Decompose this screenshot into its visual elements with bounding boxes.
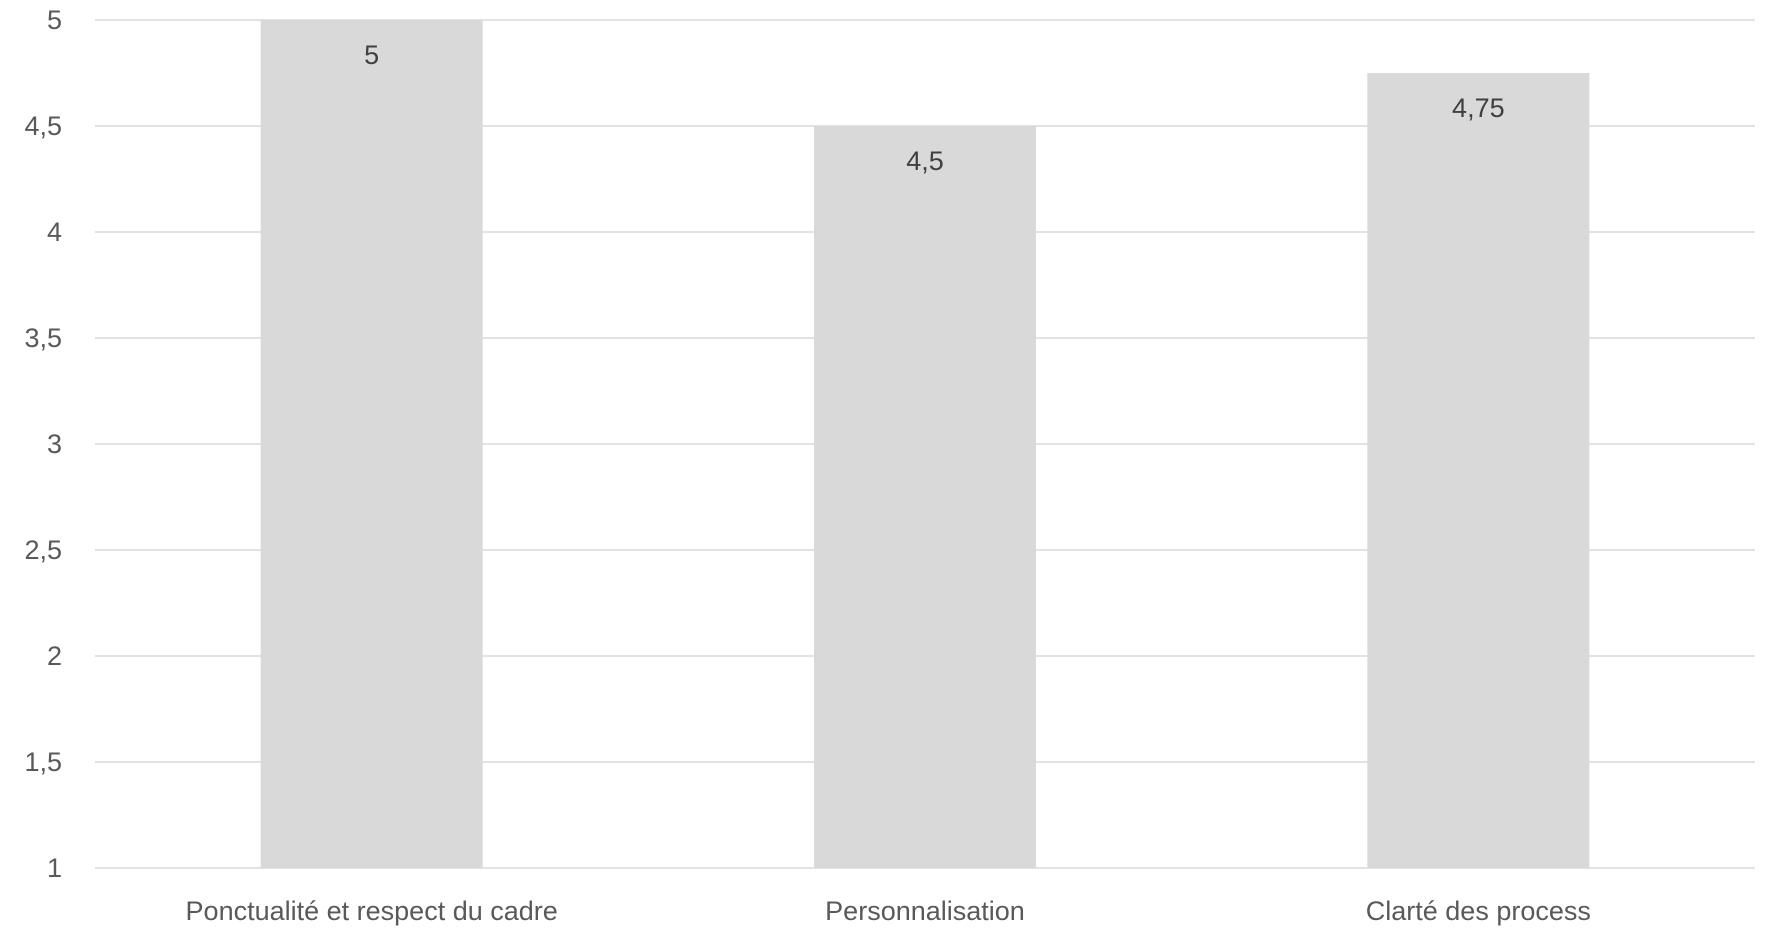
y-axis-ticks: 1 1,5 2 2,5 3 3,5 4 4,5 5: [24, 5, 62, 883]
x-tick-label: Personnalisation: [825, 896, 1025, 926]
data-labels: 5 4,5 4,75: [364, 40, 1504, 176]
data-label: 5: [364, 40, 379, 70]
bar: [260, 20, 483, 868]
y-tick-label: 2,5: [24, 535, 62, 565]
data-label: 4,5: [906, 146, 944, 176]
y-tick-label: 1,5: [24, 747, 62, 777]
x-tick-label: Ponctualité et respect du cadre: [186, 896, 558, 926]
y-tick-label: 3,5: [24, 323, 62, 353]
bar: [1367, 73, 1590, 868]
y-tick-label: 3: [47, 429, 62, 459]
y-tick-label: 2: [47, 641, 62, 671]
data-label: 4,75: [1452, 93, 1505, 123]
bars: [260, 20, 1590, 868]
bar: [814, 126, 1036, 868]
y-tick-label: 4: [47, 217, 62, 247]
x-axis-ticks: Ponctualité et respect du cadre Personnal…: [186, 896, 1591, 926]
y-tick-label: 4,5: [24, 111, 62, 141]
y-tick-label: 5: [47, 5, 62, 35]
x-tick-label: Clarté des process: [1366, 896, 1591, 926]
y-tick-label: 1: [47, 853, 62, 883]
